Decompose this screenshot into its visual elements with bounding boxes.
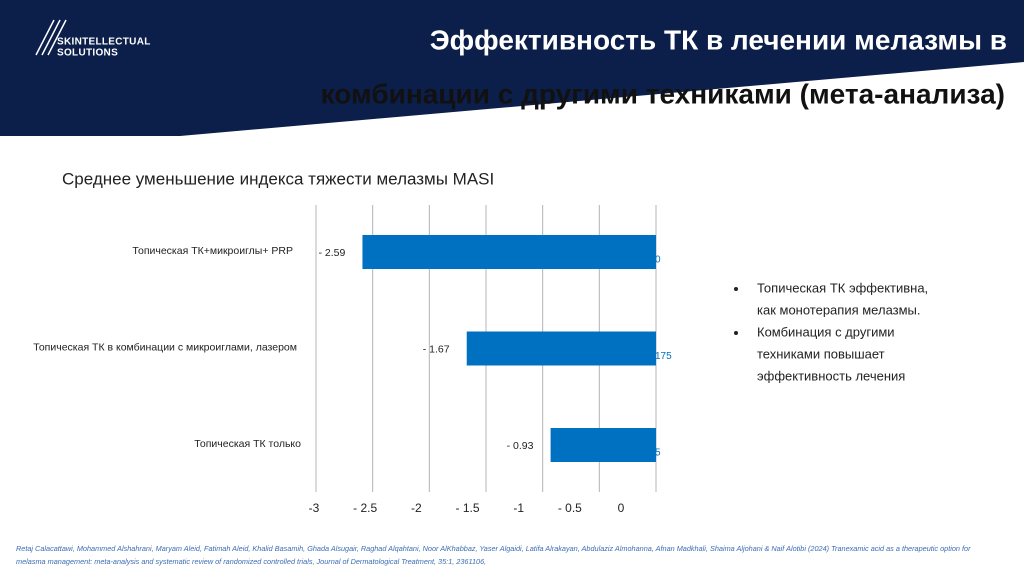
value-label: - 2.59 bbox=[318, 247, 345, 259]
logo-text: SKINTELLECTUAL bbox=[57, 37, 151, 48]
bullet-text: как монотерапия мелазмы. bbox=[757, 302, 921, 317]
bullet-text: техниками повышает bbox=[757, 346, 885, 361]
bar bbox=[362, 235, 656, 269]
category-label: Топическая ТК в комбинации с микроиглами… bbox=[33, 341, 297, 353]
category-label: Топическая ТК+микроиглы+ PRP bbox=[132, 245, 293, 257]
value-label: - 0.93 bbox=[507, 440, 534, 452]
end-label: 0 bbox=[655, 255, 661, 266]
x-tick-label: -2 bbox=[411, 501, 422, 515]
bullet-text: эффективность лечения bbox=[757, 368, 905, 383]
bullet-dot bbox=[734, 287, 738, 291]
bar bbox=[466, 331, 656, 366]
logo-mark bbox=[35, 19, 67, 56]
bullet-text: Комбинация с другими bbox=[757, 324, 895, 339]
x-tick-label: - 1.5 bbox=[455, 501, 479, 515]
bar bbox=[550, 428, 656, 462]
citation: melasma management: meta-analysis and sy… bbox=[16, 557, 486, 566]
chart-subtitle: Среднее уменьшение индекса тяжести мелаз… bbox=[62, 169, 494, 188]
bullet-dot bbox=[734, 331, 738, 335]
title: комбинации с другими техниками (мета-ана… bbox=[321, 78, 1005, 109]
x-tick-label: -1 bbox=[513, 501, 524, 515]
x-tick-label: - 2.5 bbox=[353, 501, 377, 515]
header-band bbox=[0, 0, 1024, 136]
value-label: - 1.67 bbox=[423, 343, 450, 355]
x-tick-label: -3 bbox=[309, 501, 320, 515]
bullet-text: Топическая ТК эффективна, bbox=[757, 280, 928, 295]
title: Эффективность ТК в лечении мелазмы в bbox=[430, 24, 1007, 55]
x-tick-label: 0 bbox=[618, 501, 625, 515]
end-label: 175 bbox=[655, 351, 672, 362]
bullets: Топическая ТК эффективна, как монотерапия… bbox=[734, 280, 928, 383]
category-label: Топическая ТК только bbox=[194, 438, 301, 450]
end-label: 5 bbox=[655, 448, 661, 459]
logo-text: SOLUTIONS bbox=[57, 48, 118, 59]
x-tick-label: - 0.5 bbox=[558, 501, 582, 515]
citation: Retaj Calacattawi, Mohammed Alshahrani, … bbox=[16, 544, 971, 553]
